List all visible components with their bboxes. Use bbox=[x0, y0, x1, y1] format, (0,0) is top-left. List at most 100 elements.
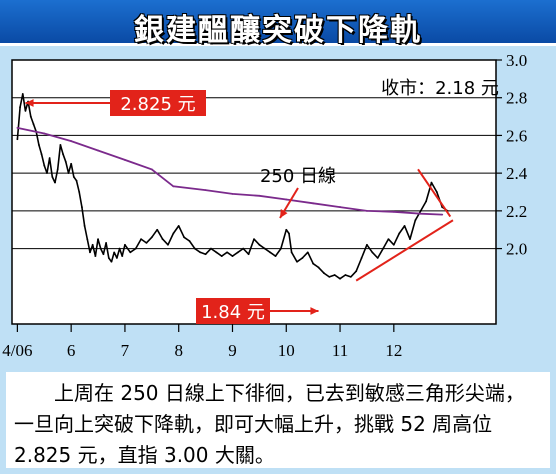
high-callout-label: 2.825 元 bbox=[120, 94, 195, 115]
ma-point bbox=[366, 209, 368, 212]
price-point bbox=[64, 160, 67, 163]
low-callout-label: 1.84 元 bbox=[201, 302, 265, 323]
y-tick-label: 2.0 bbox=[506, 240, 527, 259]
price-point bbox=[269, 251, 272, 254]
price-point bbox=[70, 162, 73, 165]
price-point bbox=[188, 240, 191, 242]
price-point bbox=[32, 123, 35, 126]
close-price-label: 收市：2.18 元 bbox=[381, 78, 499, 99]
chart-title: 銀建醞釀突破下降軌 bbox=[134, 13, 422, 48]
low-callout-box bbox=[196, 298, 270, 324]
ma-point bbox=[70, 140, 73, 142]
price-point bbox=[51, 176, 54, 178]
price-point bbox=[220, 255, 223, 258]
series-layer bbox=[16, 93, 449, 280]
price-point bbox=[46, 172, 48, 175]
price-point bbox=[113, 251, 116, 254]
x-tick-label: 12 bbox=[385, 341, 402, 360]
price-point bbox=[274, 255, 277, 258]
ma-point bbox=[339, 206, 341, 208]
low-arrowhead bbox=[310, 307, 319, 315]
price-point bbox=[102, 253, 105, 256]
price-point bbox=[89, 251, 91, 254]
ma-point bbox=[441, 213, 444, 216]
price-point bbox=[72, 176, 75, 178]
price-point bbox=[210, 247, 212, 250]
price-point bbox=[236, 251, 239, 254]
y-tick-label: 2.2 bbox=[506, 202, 527, 221]
commentary-caption: 上周在 250 日線上下徘徊，已去到敏感三角形尖端，一旦向上突破下降軌，即可大幅… bbox=[6, 372, 550, 468]
ma-point bbox=[231, 192, 234, 195]
price-point bbox=[54, 181, 56, 184]
triangle-trendlines bbox=[355, 168, 454, 282]
x-tick-label: 9 bbox=[228, 341, 237, 360]
price-point bbox=[382, 247, 384, 250]
price-point bbox=[145, 242, 148, 244]
price-point bbox=[279, 247, 282, 250]
ma-point bbox=[419, 212, 422, 215]
price-point bbox=[296, 260, 298, 263]
price-point bbox=[124, 243, 126, 246]
price-point bbox=[435, 191, 438, 193]
price-point bbox=[56, 168, 59, 171]
price-point bbox=[129, 251, 132, 254]
ma-point bbox=[124, 159, 126, 161]
ma-point bbox=[258, 194, 261, 197]
price-point bbox=[75, 179, 78, 182]
price-point bbox=[392, 243, 395, 246]
y-axis-ticks: 3.0 2.8 2.6 2.4 2.2 2.0 bbox=[496, 51, 528, 259]
price-point bbox=[40, 153, 43, 156]
price-point bbox=[339, 277, 341, 280]
high-callout-box bbox=[110, 90, 206, 116]
price-point bbox=[242, 247, 245, 250]
price-point bbox=[97, 238, 99, 241]
price-point bbox=[140, 238, 142, 241]
price-point bbox=[419, 209, 422, 212]
ma-point bbox=[97, 149, 99, 152]
x-tick-label: 11 bbox=[332, 341, 348, 360]
price-point bbox=[344, 274, 347, 276]
price-point bbox=[317, 266, 320, 269]
price-point bbox=[134, 247, 137, 250]
y-tick-label: 2.8 bbox=[506, 89, 527, 108]
price-point bbox=[193, 247, 196, 250]
x-tick-label: 6 bbox=[67, 341, 76, 360]
price-point bbox=[62, 153, 64, 156]
price-point bbox=[43, 164, 46, 167]
gridlines bbox=[12, 97, 496, 250]
price-point bbox=[59, 143, 62, 146]
price-point bbox=[366, 243, 368, 246]
price-point bbox=[290, 251, 293, 254]
ma-point bbox=[392, 210, 395, 213]
price-point bbox=[118, 247, 121, 250]
ma-arrowhead bbox=[280, 209, 288, 218]
price-point bbox=[105, 242, 108, 244]
price-point bbox=[403, 225, 406, 227]
x-tick-label: 10 bbox=[278, 341, 295, 360]
price-point bbox=[376, 257, 379, 259]
price-point bbox=[83, 225, 86, 227]
y-tick-label: 3.0 bbox=[506, 51, 527, 70]
price-point bbox=[258, 243, 261, 246]
high-callout: 2.825 元 bbox=[25, 90, 206, 116]
price-point bbox=[172, 232, 175, 235]
price-point bbox=[263, 247, 266, 250]
ma-point bbox=[285, 198, 288, 201]
price-point bbox=[398, 232, 401, 235]
price-point bbox=[67, 172, 70, 175]
high-arrowhead bbox=[25, 99, 34, 107]
x-tick-label: 7 bbox=[121, 341, 130, 360]
price-point bbox=[253, 238, 255, 241]
ma-point bbox=[150, 168, 153, 171]
x-tick-label: 8 bbox=[174, 341, 183, 360]
price-point bbox=[81, 206, 83, 208]
ma-point bbox=[312, 202, 315, 205]
y-tick-label: 2.4 bbox=[506, 164, 528, 183]
price-point bbox=[161, 238, 164, 241]
price-point bbox=[21, 93, 24, 95]
ma-point bbox=[204, 189, 207, 192]
price-point bbox=[301, 257, 304, 259]
support-trendline bbox=[355, 219, 454, 282]
ma-point bbox=[43, 132, 46, 135]
ma-point bbox=[16, 126, 19, 129]
